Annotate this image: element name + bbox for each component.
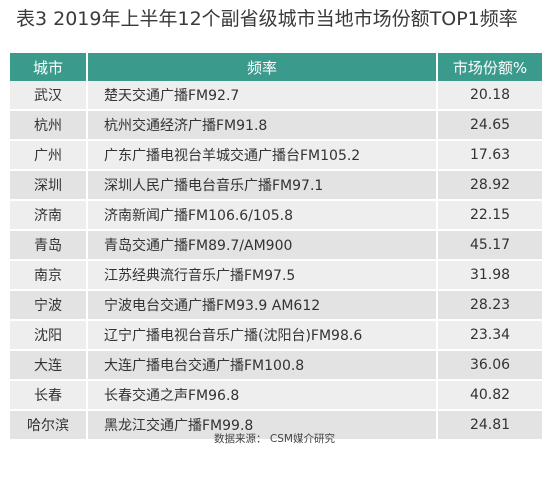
table-row: 大连 大连广播电台交通广播FM100.8 36.06 — [10, 350, 542, 381]
cell-frequency: 济南新闻广播FM106.6/105.8 — [87, 200, 438, 231]
cell-city: 哈尔滨 — [10, 410, 88, 441]
cell-city: 南京 — [10, 260, 88, 291]
cell-share: 31.98 — [437, 260, 542, 291]
cell-frequency: 黑龙江交通广播FM99.8 — [87, 410, 438, 441]
table-row: 哈尔滨 黑龙江交通广播FM99.8 24.81 — [10, 410, 542, 441]
cell-city: 大连 — [10, 350, 88, 381]
table-row: 济南 济南新闻广播FM106.6/105.8 22.15 — [10, 200, 542, 231]
header-frequency: 频率 — [87, 53, 438, 81]
cell-frequency: 楚天交通广播FM92.7 — [87, 81, 438, 111]
cell-share: 24.81 — [437, 410, 542, 441]
cell-share: 23.34 — [437, 320, 542, 351]
cell-share: 17.63 — [437, 140, 542, 171]
cell-frequency: 辽宁广播电视台音乐广播(沈阳台)FM98.6 — [87, 320, 438, 351]
cell-share: 45.17 — [437, 230, 542, 261]
market-share-table: 城市 频率 市场份额% 武汉 楚天交通广播FM92.7 20.18 杭州 杭州交通经济广… — [10, 53, 542, 441]
cell-frequency: 广东广播电视台羊城交通广播台FM105.2 — [87, 140, 438, 171]
cell-frequency: 江苏经典流行音乐广播FM97.5 — [87, 260, 438, 291]
cell-share: 24.65 — [437, 110, 542, 141]
cell-city: 济南 — [10, 200, 88, 231]
table-row: 沈阳 辽宁广播电视台音乐广播(沈阳台)FM98.6 23.34 — [10, 320, 542, 351]
table-row: 长春 长春交通之声FM96.8 40.82 — [10, 380, 542, 411]
cell-city: 青岛 — [10, 230, 88, 261]
table-row: 南京 江苏经典流行音乐广播FM97.5 31.98 — [10, 260, 542, 291]
table-row: 武汉 楚天交通广播FM92.7 20.18 — [10, 81, 542, 111]
table-title: 表3 2019年上半年12个副省级城市当地市场份额TOP1频率 — [16, 8, 518, 30]
cell-city: 长春 — [10, 380, 88, 411]
cell-frequency: 长春交通之声FM96.8 — [87, 380, 438, 411]
table-row: 杭州 杭州交通经济广播FM91.8 24.65 — [10, 110, 542, 141]
cell-city: 杭州 — [10, 110, 88, 141]
table-header-row: 城市 频率 市场份额% — [10, 53, 542, 81]
cell-share: 28.23 — [437, 290, 542, 321]
table-row: 青岛 青岛交通广播FM89.7/AM900 45.17 — [10, 230, 542, 261]
cell-frequency: 大连广播电台交通广播FM100.8 — [87, 350, 438, 381]
cell-frequency: 青岛交通广播FM89.7/AM900 — [87, 230, 438, 261]
data-source-note: 数据来源： CSM媒介研究 — [214, 433, 335, 445]
header-city: 城市 — [10, 53, 88, 81]
cell-city: 武汉 — [10, 81, 88, 111]
table-body: 武汉 楚天交通广播FM92.7 20.18 杭州 杭州交通经济广播FM91.8 24.65… — [10, 81, 542, 441]
cell-share: 28.92 — [437, 170, 542, 201]
cell-share: 20.18 — [437, 81, 542, 111]
table-row: 广州 广东广播电视台羊城交通广播台FM105.2 17.63 — [10, 140, 542, 171]
cell-share: 22.15 — [437, 200, 542, 231]
cell-city: 沈阳 — [10, 320, 88, 351]
table-row: 宁波 宁波电台交通广播FM93.9 AM612 28.23 — [10, 290, 542, 321]
cell-frequency: 宁波电台交通广播FM93.9 AM612 — [87, 290, 438, 321]
header-share: 市场份额% — [437, 53, 542, 81]
cell-city: 深圳 — [10, 170, 88, 201]
cell-city: 广州 — [10, 140, 88, 171]
cell-frequency: 深圳人民广播电台音乐广播FM97.1 — [87, 170, 438, 201]
cell-frequency: 杭州交通经济广播FM91.8 — [87, 110, 438, 141]
table-row: 深圳 深圳人民广播电台音乐广播FM97.1 28.92 — [10, 170, 542, 201]
cell-share: 40.82 — [437, 380, 542, 411]
cell-city: 宁波 — [10, 290, 88, 321]
cell-share: 36.06 — [437, 350, 542, 381]
